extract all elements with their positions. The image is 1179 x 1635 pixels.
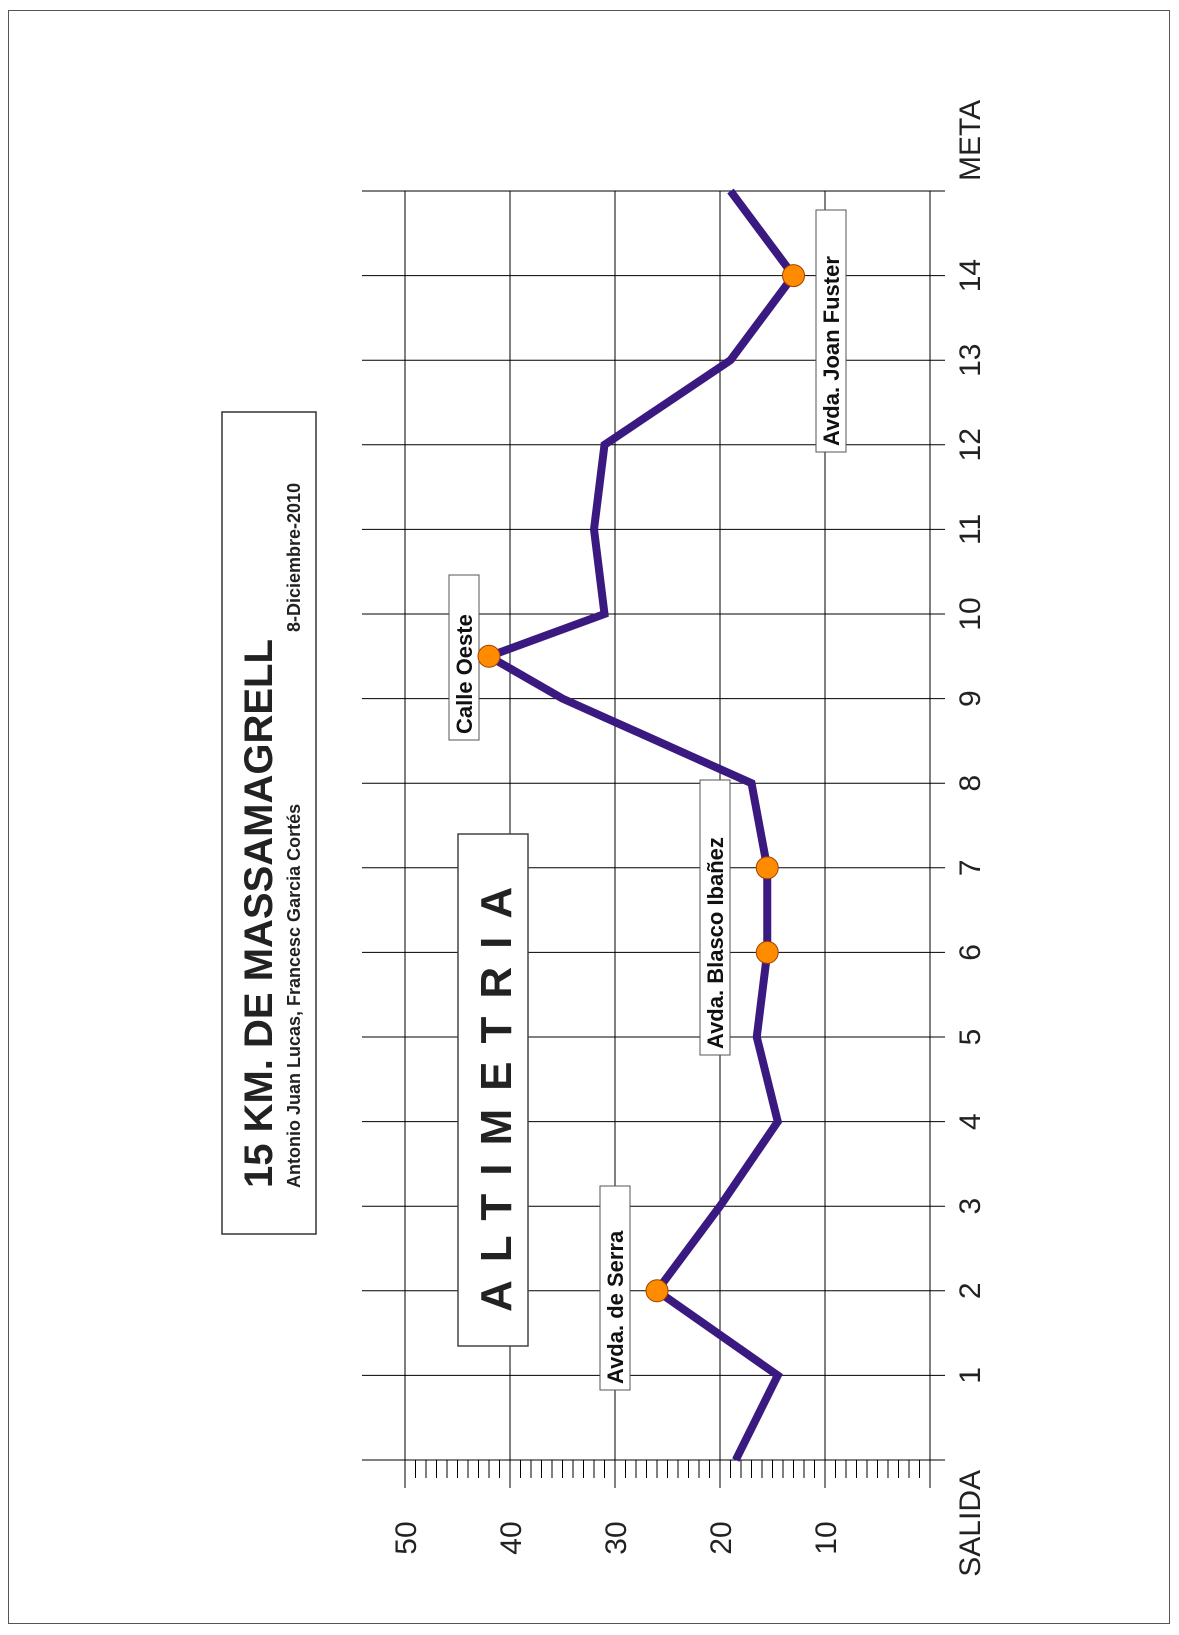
x-tick-label-7: 7 — [954, 859, 987, 876]
altimetria-box: ALTIMETRIA — [457, 833, 529, 1347]
page-border — [8, 10, 1170, 1624]
annotation-label-3: Avda. Joan Fuster — [819, 256, 844, 446]
title-box-frame — [221, 411, 317, 1235]
y-tick-label-40: 40 — [495, 1521, 528, 1554]
annotation-marker-3-0 — [782, 264, 805, 288]
annotation-label-0: Avda. de Serra — [603, 1230, 628, 1384]
altimetria-label: ALTIMETRIA — [472, 869, 521, 1312]
annotation-marker-1-0 — [755, 940, 779, 964]
annotation-marker-0-0 — [645, 1279, 669, 1303]
chart-title: 15 KM. DE MASSAMAGRELL — [237, 639, 281, 1188]
x-tick-label-4: 4 — [954, 1113, 987, 1130]
annotation-marker-1-1 — [755, 856, 779, 880]
annotation-marker-2-0 — [477, 644, 501, 668]
annotation-box-2 — [448, 574, 480, 741]
series-line-0 — [479, 188, 799, 1462]
x-tick-label-1: 1 — [954, 1367, 987, 1384]
chart-subtitle-authors: Antonio Juan Lucas, Francesc Garcia Cort… — [284, 804, 304, 1188]
y-tick-label-10: 10 — [810, 1521, 843, 1554]
annotation-0: Avda. de Serra — [599, 1185, 669, 1391]
x-tick-label-0: SALIDA — [954, 1470, 987, 1577]
x-tick-label-12: 12 — [954, 428, 987, 461]
altimetria-box-frame — [457, 833, 529, 1347]
annotation-2: Calle Oeste — [448, 574, 501, 741]
title-box: 15 KM. DE MASSAMAGRELL Antonio Juan Luca… — [221, 411, 317, 1235]
x-tick-label-14: 14 — [954, 259, 987, 292]
annotation-label-2: Calle Oeste — [452, 614, 477, 734]
x-tick-label-13: 13 — [954, 344, 987, 377]
y-tick-label-20: 20 — [705, 1521, 738, 1554]
annotation-3: Avda. Joan Fuster — [782, 209, 847, 453]
chart-subtitle-date: 8-Diciembre-2010 — [284, 483, 304, 632]
x-tick-label-3: 3 — [954, 1198, 987, 1215]
x-tick-label-11: 11 — [954, 514, 987, 545]
y-tick-labels: 10 20 30 40 50 — [390, 1521, 843, 1554]
x-tick-label-8: 8 — [954, 775, 987, 792]
x-tick-label-5: 5 — [954, 1029, 987, 1046]
minor-ticks — [404, 1460, 931, 1488]
annotations: Avda. de Serra Avda. Blasco Ibañez Calle O… — [448, 209, 847, 1391]
x-tick-label-9: 9 — [954, 690, 987, 707]
annotation-1: Avda. Blasco Ibañez — [699, 779, 779, 1056]
series — [479, 188, 799, 1462]
y-tick-label-30: 30 — [600, 1521, 633, 1554]
x-tick-label-2: 2 — [954, 1282, 987, 1299]
y-tick-label-50: 50 — [390, 1521, 423, 1554]
annotation-label-1: Avda. Blasco Ibañez — [703, 837, 728, 1049]
x-tick-label-15: META — [954, 100, 987, 181]
annotation-box-3 — [815, 209, 847, 453]
annotation-box-1 — [699, 779, 731, 1056]
x-tick-label-10: 10 — [954, 597, 987, 630]
x-tick-label-6: 6 — [954, 944, 987, 961]
grid — [362, 190, 945, 1461]
annotation-box-0 — [599, 1185, 631, 1391]
